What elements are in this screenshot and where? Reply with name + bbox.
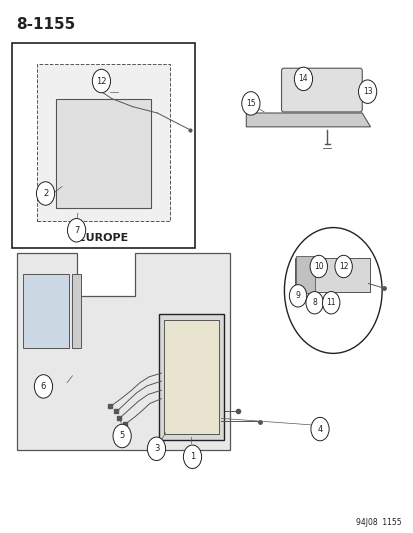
Circle shape (334, 255, 351, 278)
FancyBboxPatch shape (37, 64, 169, 221)
Text: EUROPE: EUROPE (78, 232, 128, 243)
Text: 11: 11 (326, 298, 335, 307)
Circle shape (284, 228, 381, 353)
Text: 10: 10 (313, 262, 323, 271)
FancyBboxPatch shape (23, 274, 69, 348)
Text: 13: 13 (362, 87, 372, 96)
Circle shape (322, 292, 339, 314)
Text: 1: 1 (190, 453, 195, 461)
Circle shape (92, 69, 110, 93)
Text: 12: 12 (96, 77, 107, 85)
Circle shape (289, 285, 306, 307)
FancyBboxPatch shape (159, 314, 223, 440)
Text: 8-1155: 8-1155 (17, 17, 76, 32)
Text: 8: 8 (311, 298, 316, 307)
Text: 2: 2 (43, 189, 48, 198)
Circle shape (36, 182, 55, 205)
Circle shape (309, 255, 327, 278)
Text: 14: 14 (298, 75, 308, 83)
Text: 94J08  1155: 94J08 1155 (355, 518, 401, 527)
Text: 5: 5 (119, 432, 124, 440)
Text: 6: 6 (41, 382, 46, 391)
Text: 9: 9 (295, 292, 300, 300)
Circle shape (310, 417, 328, 441)
Text: 4: 4 (317, 425, 322, 433)
Circle shape (358, 80, 376, 103)
Polygon shape (295, 256, 314, 293)
Circle shape (305, 292, 323, 314)
FancyBboxPatch shape (281, 68, 361, 112)
Circle shape (147, 437, 165, 461)
FancyBboxPatch shape (12, 43, 194, 248)
Text: 3: 3 (154, 445, 159, 453)
Circle shape (294, 67, 312, 91)
Circle shape (34, 375, 52, 398)
FancyBboxPatch shape (71, 274, 81, 348)
Circle shape (67, 219, 85, 242)
Text: 12: 12 (338, 262, 347, 271)
FancyBboxPatch shape (56, 99, 151, 208)
Circle shape (241, 92, 259, 115)
FancyBboxPatch shape (164, 320, 218, 434)
FancyBboxPatch shape (294, 258, 369, 292)
Polygon shape (17, 253, 229, 450)
Text: 15: 15 (245, 99, 255, 108)
Polygon shape (246, 113, 370, 127)
Circle shape (113, 424, 131, 448)
Circle shape (183, 445, 201, 469)
Text: 7: 7 (74, 226, 79, 235)
